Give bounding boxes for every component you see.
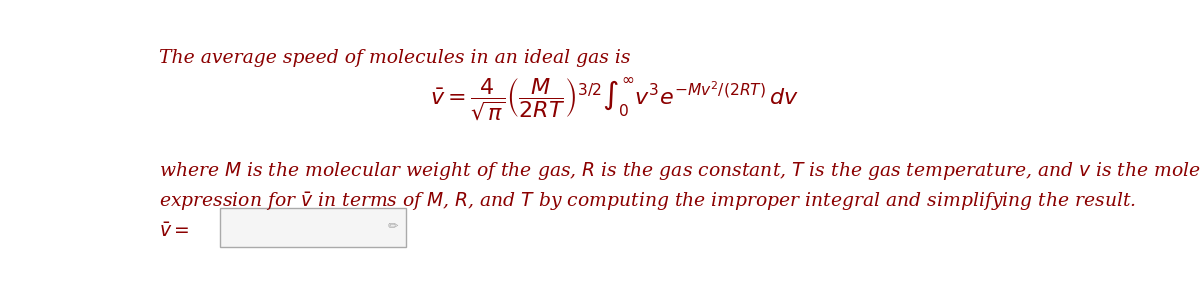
- Text: The average speed of molecules in an ideal gas is: The average speed of molecules in an ide…: [160, 49, 631, 67]
- Text: $\bar{v} = \dfrac{4}{\sqrt{\pi}}\left(\dfrac{M}{2RT}\right)^{3/2}\int_{0}^{\inft: $\bar{v} = \dfrac{4}{\sqrt{\pi}}\left(\d…: [431, 75, 799, 123]
- Text: where $M$ is the molecular weight of the gas, $R$ is the gas constant, $T$ is th: where $M$ is the molecular weight of the…: [160, 160, 1200, 213]
- Text: ✏: ✏: [388, 221, 398, 233]
- Text: $\bar{v} =$: $\bar{v} =$: [160, 222, 190, 241]
- FancyBboxPatch shape: [220, 208, 406, 247]
